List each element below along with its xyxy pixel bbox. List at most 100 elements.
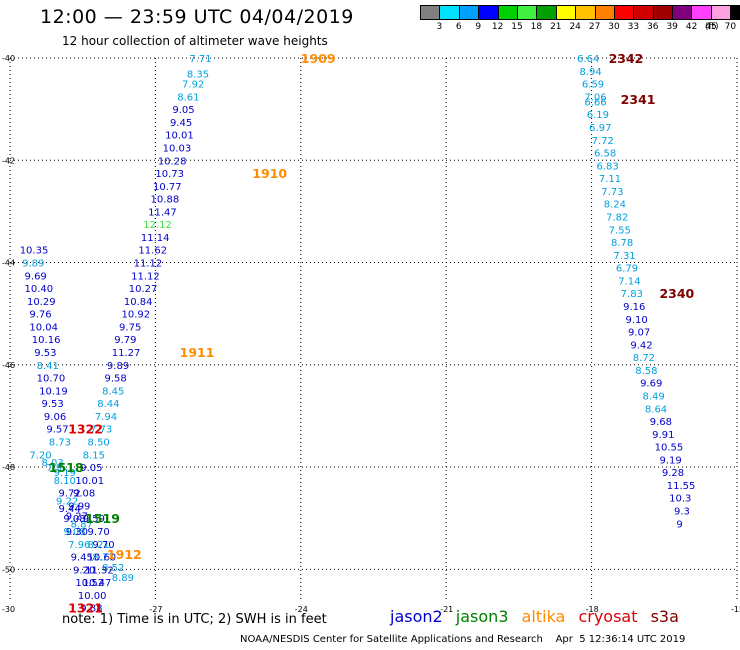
scale-label: 30 — [608, 22, 620, 32]
wave-height-value: 10.47 — [83, 578, 112, 589]
scale-label: 36 — [647, 22, 659, 32]
wave-height-value: 9.69 — [25, 271, 47, 282]
wave-height-value: 8.10 — [54, 476, 76, 487]
wave-height-value: 7.11 — [599, 174, 621, 185]
credit-line: NOAA/NESDIS Center for Satellite Applica… — [240, 634, 686, 645]
legend-jason3: jason3 — [455, 607, 509, 626]
wave-height-value: 6.19 — [587, 110, 609, 121]
pass-time-label: 1909 — [301, 51, 336, 66]
pass-time-label: 1322 — [68, 422, 103, 437]
wave-height-value: 9.45 — [71, 553, 93, 564]
wave-height-value: 10.52 — [75, 578, 104, 589]
wave-height-value: 9.08 — [73, 489, 95, 500]
wave-height-value: 11.32 — [85, 565, 114, 576]
wave-height-value: 8.77 — [92, 553, 114, 564]
wave-height-value: 7.14 — [618, 276, 640, 287]
scale-label: 6 — [455, 22, 462, 32]
wave-height-value: 6.79 — [616, 264, 638, 275]
wave-height-value: 8.03 — [42, 458, 64, 469]
wave-height-value: 9.08 — [63, 527, 85, 538]
wave-height-value: 9.89 — [22, 259, 44, 270]
wave-height-value: 10.29 — [27, 297, 56, 308]
scale-swatch — [575, 5, 595, 20]
wave-height-value: 8.72 — [633, 353, 655, 364]
wave-height-value: 7.73 — [601, 187, 623, 198]
wave-height-value: 9.53 — [42, 399, 64, 410]
wave-height-value: 9.30 — [66, 527, 88, 538]
wave-height-value: 9.08 — [63, 514, 85, 525]
lon-tick-label: -21 — [440, 605, 453, 614]
wave-height-value: 8.61 — [177, 92, 199, 103]
wave-height-value: 8.87 — [71, 519, 93, 530]
lat-tick-label: -48 — [2, 463, 15, 472]
wave-height-value: 7.06 — [584, 92, 606, 103]
wave-height-value: 9.42 — [630, 340, 652, 351]
wave-height-value: 9.07 — [628, 328, 650, 339]
wave-height-value: 11.27 — [112, 348, 141, 359]
wave-height-value: 7.82 — [606, 213, 628, 224]
wave-height-value: 9.57 — [46, 425, 68, 436]
scale-label: 15 — [511, 22, 523, 32]
wave-height-observations: 7.718.357.928.619.059.4510.0110.0310.281… — [20, 54, 696, 615]
scale-label: 42 — [685, 22, 698, 32]
lon-tick-label: -24 — [295, 605, 308, 614]
wave-height-value: 9.68 — [650, 417, 672, 428]
scale-label: 33 — [627, 22, 640, 32]
wave-height-value: 7.31 — [613, 251, 635, 262]
wave-height-value: 9.70 — [92, 540, 114, 551]
wave-height-value: 8.44 — [97, 399, 119, 410]
wave-height-value: 6.83 — [596, 161, 618, 172]
wave-height-value: 7.9 — [46, 463, 62, 474]
wave-height-value: 9.70 — [88, 527, 110, 538]
wave-height-value: 9.16 — [623, 302, 645, 313]
wave-height-value: 6.64 — [577, 54, 599, 65]
scale-label: 39 — [666, 22, 678, 32]
wave-height-value: 8.52 — [102, 563, 124, 574]
wave-height-value: 7.83 — [621, 289, 643, 300]
wave-height-value: 11.55 — [667, 481, 696, 492]
wave-height-value: 9.53 — [34, 348, 56, 359]
wave-height-value: 9.22 — [56, 496, 78, 507]
wave-height-value: 10.92 — [121, 310, 150, 321]
footnote: note: 1) Time is in UTC; 2) SWH is in fe… — [62, 612, 327, 627]
map-subtitle: 12 hour collection of altimeter wave hei… — [62, 34, 328, 48]
wave-height-value: 6.58 — [594, 149, 616, 160]
lat-tick-label: -40 — [2, 54, 15, 63]
pass-time-label: 2342 — [609, 51, 644, 66]
wave-height-value: 7.96 — [68, 540, 90, 551]
wave-height-value: 9.20 — [73, 565, 95, 576]
wave-height-value: 9.59 — [83, 514, 105, 525]
wave-height-value: 7.92 — [182, 80, 204, 91]
legend-jason2: jason2 — [390, 607, 443, 626]
wave-height-value: 7.73 — [90, 425, 112, 436]
wave-height-value: 8.49 — [642, 391, 664, 402]
wave-height-value: 11.12 — [131, 271, 160, 282]
wave-height-value: 10.77 — [153, 182, 182, 193]
wave-height-value: 9 — [676, 519, 682, 530]
lat-tick-label: -42 — [2, 156, 15, 165]
wave-height-value: 11.47 — [148, 207, 177, 218]
lat-tick-label: -50 — [2, 565, 15, 574]
wave-height-value: 10.19 — [39, 386, 68, 397]
pass-time-label: 1910 — [252, 166, 287, 181]
wave-height-value: 10.28 — [158, 156, 187, 167]
pass-time-label: 1912 — [107, 547, 142, 562]
wave-height-value: 8.35 — [187, 69, 209, 80]
wave-height-value: 11.12 — [134, 259, 163, 270]
scale-label: 45 — [705, 22, 717, 32]
lat-tick-label: -44 — [2, 259, 15, 268]
wave-height-value: 9.99 — [68, 501, 90, 512]
wave-height-value: 9.06 — [44, 412, 66, 423]
color-scale-unit: (ft) — [705, 22, 719, 32]
scale-swatch — [613, 5, 634, 20]
scale-swatch — [536, 5, 556, 20]
scale-swatch — [691, 5, 711, 20]
wave-height-value: 9.72 — [58, 489, 80, 500]
scale-swatch — [672, 5, 692, 20]
wave-height-value: 7.72 — [592, 136, 614, 147]
wave-height-value: 9.88 — [80, 604, 102, 615]
wave-height-value: 8.24 — [604, 200, 626, 211]
scale-swatch — [652, 5, 673, 20]
wave-height-value: 7.71 — [189, 54, 211, 65]
